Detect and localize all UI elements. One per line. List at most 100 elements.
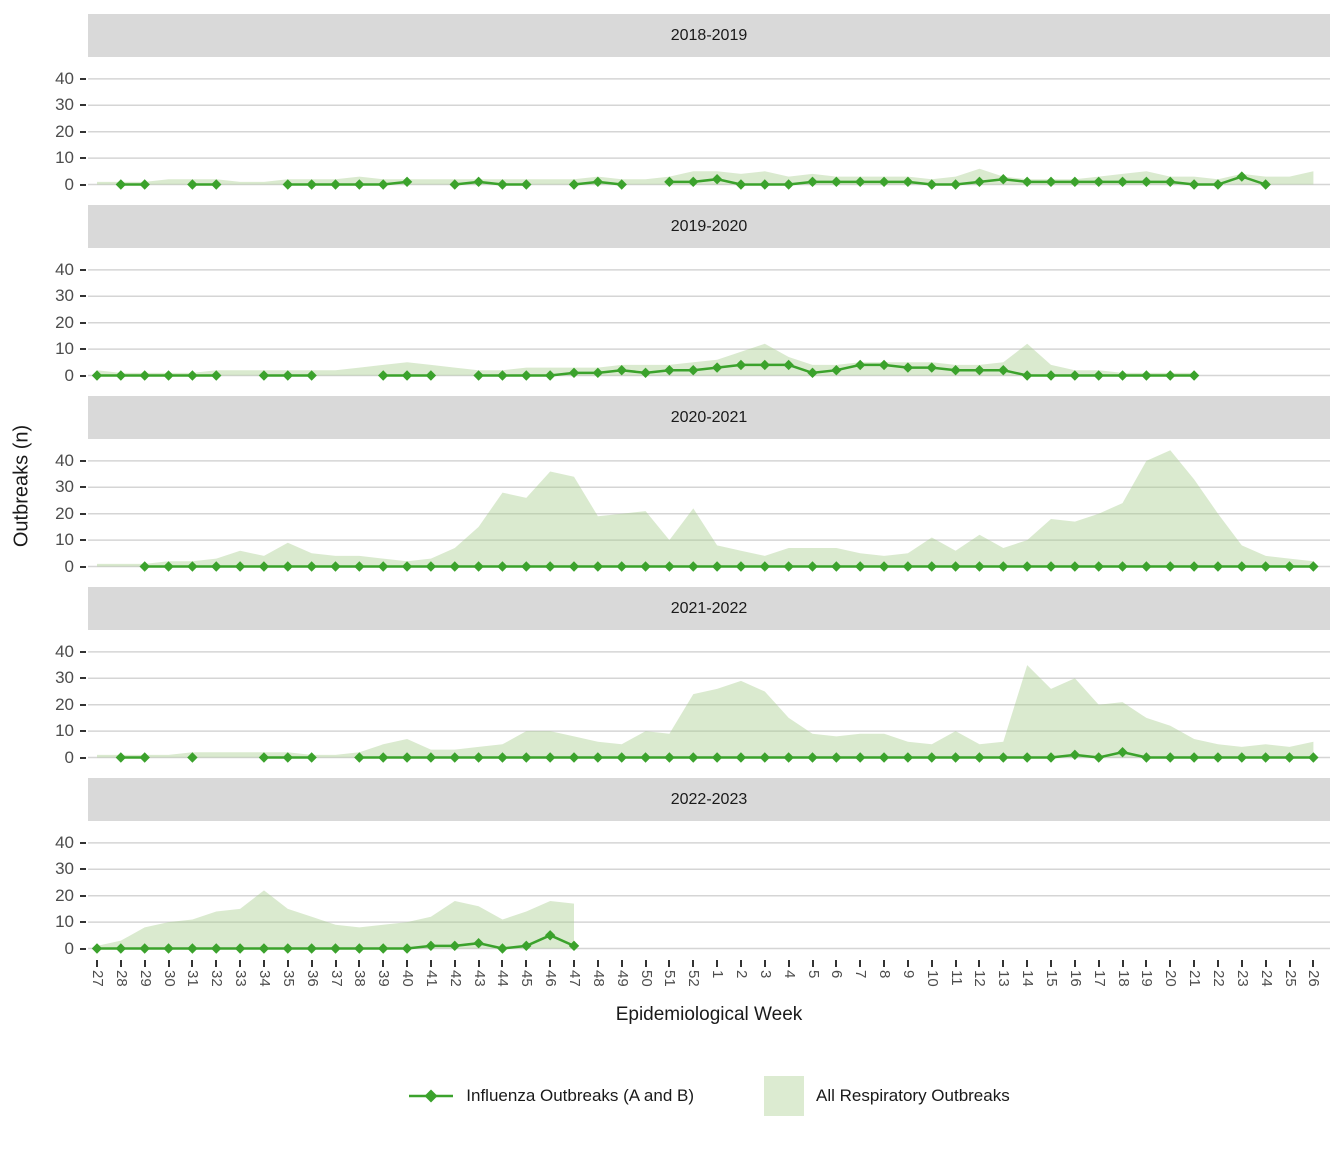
facet-panel-2019-2020: [88, 248, 1330, 386]
x-tick-label-week-44: 44: [494, 970, 512, 987]
influenza-point: [998, 561, 1009, 572]
facet-panel-2022-2023: [88, 821, 1330, 959]
x-tick-label-week-16: 16: [1066, 970, 1084, 987]
y-tick-label: 30: [55, 859, 74, 879]
influenza-point: [497, 943, 508, 954]
legend-item-influenza: Influenza Outbreaks (A and B): [408, 1083, 694, 1109]
facet-strip-2019-2020: 2019-2020: [88, 205, 1330, 248]
y-tick-label: 10: [55, 530, 74, 550]
line-with-point-icon: [409, 1089, 454, 1103]
influenza-point: [616, 179, 627, 190]
influenza-point: [950, 752, 961, 763]
influenza-point: [91, 943, 103, 954]
influenza-point: [306, 370, 317, 381]
facet-chart-2020-2021: [88, 450, 1330, 572]
y-tick-mark: [80, 512, 86, 515]
legend: Influenza Outbreaks (A and B) All Respir…: [88, 1068, 1330, 1124]
x-tick-mark: [573, 960, 575, 967]
x-tick-label-week-14: 14: [1019, 970, 1037, 987]
influenza-point: [282, 943, 293, 954]
x-tick-label-week-40: 40: [399, 970, 417, 987]
influenza-point: [926, 561, 937, 572]
influenza-point: [688, 561, 699, 572]
influenza-point: [1021, 176, 1033, 188]
y-tick-label: 10: [55, 148, 74, 168]
influenza-point: [497, 561, 508, 572]
y-tick-label: 20: [55, 885, 74, 905]
influenza-point: [139, 752, 150, 763]
influenza-point: [974, 752, 985, 763]
x-tick-mark: [835, 960, 838, 967]
influenza-point: [735, 752, 747, 763]
influenza-point: [1045, 176, 1057, 188]
influenza-point: [258, 370, 270, 381]
influenza-point: [878, 752, 890, 763]
y-tick-mark: [80, 565, 86, 568]
y-tick-mark: [80, 374, 86, 377]
respiratory-area: [97, 450, 1314, 567]
influenza-point: [497, 752, 508, 763]
y-tick-label: 20: [55, 121, 74, 141]
influenza-point: [950, 365, 961, 376]
influenza-point: [1069, 561, 1081, 572]
x-tick-label-week-17: 17: [1090, 970, 1108, 987]
influenza-point: [330, 943, 341, 954]
facet-chart-2022-2023: [88, 842, 1330, 954]
facet-strip-2021-2022: 2021-2022: [88, 587, 1330, 630]
influenza-point: [974, 561, 985, 572]
y-tick-mark: [80, 868, 86, 871]
x-tick-label-week-3: 3: [756, 970, 774, 979]
facet-panel-2018-2019: [88, 57, 1330, 195]
influenza-point: [711, 561, 723, 572]
y-tick-label: 40: [55, 641, 74, 661]
influenza-point: [807, 367, 818, 379]
x-tick-label-week-12: 12: [971, 970, 989, 987]
facet-strip-2020-2021: 2020-2021: [88, 396, 1330, 439]
x-tick-mark: [1121, 960, 1124, 967]
x-tick-label-week-37: 37: [327, 970, 345, 987]
y-tick-label: 30: [55, 477, 74, 497]
facet-chart-2021-2022: [88, 651, 1330, 763]
y-tick-label: 0: [64, 938, 74, 958]
influenza-point: [664, 561, 675, 572]
y-tick-label: 0: [64, 556, 74, 576]
influenza-point: [878, 176, 890, 188]
x-tick-label-week-25: 25: [1281, 970, 1299, 987]
facet-label: 2019-2020: [670, 217, 748, 235]
influenza-point: [759, 561, 770, 572]
influenza-point: [592, 367, 604, 379]
influenza-point: [1141, 752, 1152, 763]
influenza-point: [783, 752, 794, 763]
influenza-point: [401, 176, 413, 188]
y-tick-mark: [80, 77, 86, 80]
influenza-point: [616, 752, 627, 763]
y-tick-mark: [80, 947, 86, 950]
x-tick-mark: [883, 960, 886, 967]
influenza-point: [616, 561, 627, 572]
y-tick-label: 10: [55, 912, 74, 932]
x-tick-label-week-11: 11: [947, 970, 965, 986]
influenza-point: [568, 752, 580, 763]
x-tick-mark: [1002, 960, 1005, 967]
influenza-point: [568, 940, 580, 952]
x-tick-mark: [739, 960, 742, 967]
influenza-point: [378, 561, 389, 572]
x-tick-label-week-31: 31: [184, 970, 202, 987]
influenza-point: [831, 561, 842, 572]
influenza-point: [211, 370, 222, 381]
x-tick-label-week-22: 22: [1209, 970, 1227, 987]
influenza-point: [783, 561, 794, 572]
influenza-point: [592, 176, 604, 188]
x-tick-mark: [96, 960, 98, 967]
influenza-point: [330, 561, 341, 572]
influenza-point: [378, 943, 389, 954]
x-tick-label-week-2: 2: [732, 970, 750, 979]
x-tick-label-week-45: 45: [518, 970, 536, 987]
influenza-point: [1093, 752, 1104, 763]
influenza-point: [139, 179, 150, 190]
influenza-point: [425, 752, 437, 763]
influenza-point: [544, 752, 556, 763]
influenza-point: [831, 752, 842, 763]
influenza-point: [1093, 561, 1104, 572]
x-tick-mark: [286, 960, 289, 967]
